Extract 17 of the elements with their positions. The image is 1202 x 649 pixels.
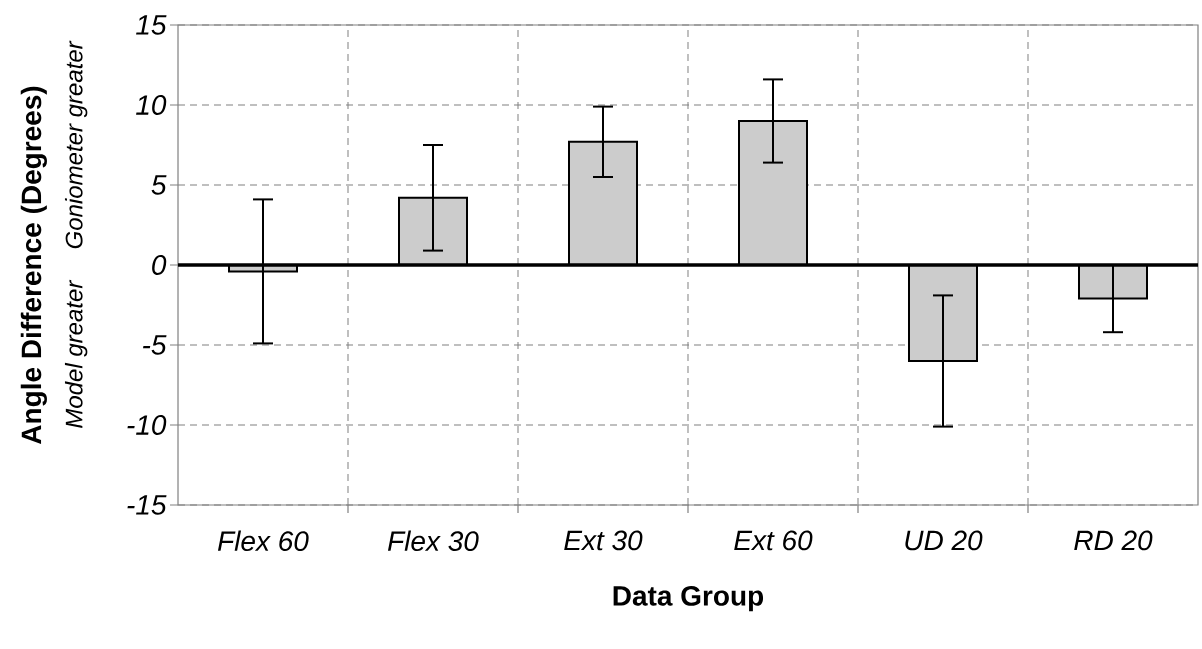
- y-tick-label: -5: [143, 335, 167, 355]
- x-tick-label: Ext 60: [734, 530, 813, 551]
- y-tick-label: 0: [152, 255, 167, 275]
- text: Model greater: [64, 279, 88, 428]
- y-tick-label: 10: [136, 95, 167, 115]
- y-tick-label: -10: [127, 415, 167, 435]
- y-tick-label: 15: [136, 15, 167, 35]
- y-axis-title: Angle Difference (Degrees): [20, 86, 47, 445]
- text: Goniometer greater: [64, 40, 88, 249]
- x-tick-label: Ext 30: [564, 530, 643, 551]
- x-tick-label: RD 20: [1074, 530, 1153, 551]
- x-tick-label: Flex 60: [217, 530, 309, 552]
- x-tick-label: UD 20: [905, 530, 983, 551]
- y-tick-label: 5: [151, 175, 167, 195]
- x-tick-label: Flex 30: [387, 530, 479, 552]
- x-axis-title: Data Group: [613, 585, 764, 612]
- y-tick-label: -15: [127, 495, 167, 515]
